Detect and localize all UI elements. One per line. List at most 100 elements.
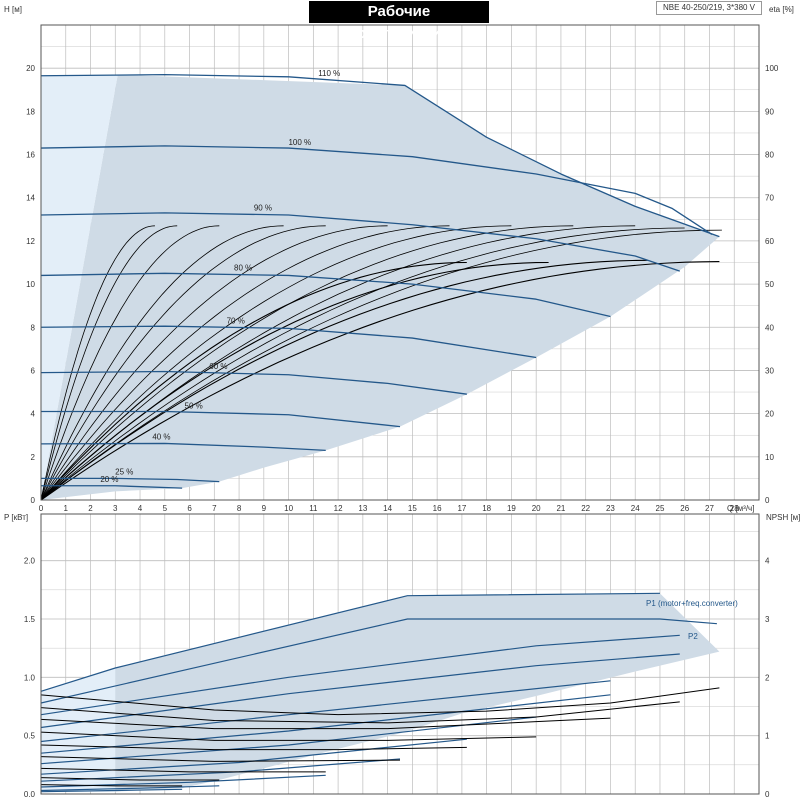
p2-series-label: P2 [688, 632, 698, 641]
flow-tick-27: 27 [705, 504, 714, 513]
p2-curve-0 [40, 687, 720, 716]
npsh-axis-label: NPSH [м] [766, 513, 800, 522]
p2-curve-1 [40, 701, 680, 724]
head-curve-7 [40, 442, 326, 451]
speed-label-2: 90 % [254, 204, 272, 213]
flow-tick-20: 20 [532, 504, 541, 513]
flow-axis-label: Q [м³/ч] [727, 504, 754, 513]
power-tick-0.5: 0.5 [24, 732, 36, 741]
flow-tick-16: 16 [433, 504, 442, 513]
efficiency-tick-70: 70 [765, 194, 774, 203]
head-tick-12: 12 [26, 237, 35, 246]
head-curves [40, 74, 720, 489]
speed-label-3: 80 % [234, 264, 252, 273]
head-curve-1 [40, 145, 713, 235]
efficiency-tick-80: 80 [765, 151, 774, 160]
flow-tick-22: 22 [581, 504, 590, 513]
head-curve-5 [40, 370, 467, 395]
p1-curve-10 [40, 785, 220, 792]
flow-tick-18: 18 [482, 504, 491, 513]
flow-tick-10: 10 [284, 504, 293, 513]
flow-tick-28: 28 [730, 504, 739, 513]
p2-curve-6 [40, 767, 326, 773]
speed-label-7: 40 % [152, 432, 170, 441]
power-tick-1: 1.0 [24, 673, 36, 682]
p2-power-curves [40, 687, 720, 787]
head-curve-3 [40, 272, 611, 318]
p2-curve-4 [40, 744, 467, 751]
npsh-tick-0: 0 [765, 790, 770, 799]
head-tick-18: 18 [26, 107, 35, 116]
speed-label-9: 20 % [100, 475, 118, 484]
power-npsh-plot: 0.0 0.5 1.0 1.5 2.0 0 1 2 3 4 P [кВт] NPSH [м] P1… [4, 513, 800, 799]
efficiency-tick-60: 60 [765, 237, 774, 246]
efficiency-tick-100: 100 [765, 64, 779, 73]
speed-label-6: 50 % [185, 401, 203, 410]
p2-curve-8 [40, 784, 183, 787]
flow-tick-11: 11 [309, 504, 318, 513]
p1-series-label: P1 (motor+freq.converter) [646, 599, 738, 608]
head-tick-8: 8 [31, 323, 36, 332]
efficiency-tick-20: 20 [765, 410, 774, 419]
head-tick-16: 16 [26, 151, 35, 160]
chart-title: Рабочие характеристики [309, 1, 489, 42]
p1-curve-2 [40, 634, 680, 716]
efficiency-curve-14 [40, 259, 648, 501]
flow-tick-7: 7 [212, 504, 217, 513]
efficiency-curve-1 [40, 225, 178, 501]
efficiency-curve-5 [40, 225, 388, 501]
efficiency-curves [40, 225, 722, 501]
head-tick-20: 20 [26, 64, 35, 73]
head-curve-9 [41, 485, 183, 489]
head-curve-4 [40, 325, 537, 359]
npsh-tick-2: 2 [765, 673, 770, 682]
efficiency-curve-0 [40, 225, 155, 501]
speed-label-1: 100 % [288, 138, 311, 147]
pump-model-label: NBE 40-250/219, 3*380 V [656, 1, 762, 15]
efficiency-curve-13 [40, 261, 549, 501]
efficiency-tick-10: 10 [765, 453, 774, 462]
flow-tick-14: 14 [383, 504, 392, 513]
efficiency-curve-4 [40, 225, 326, 501]
flow-tick-17: 17 [457, 504, 466, 513]
power-plot-border [40, 513, 760, 795]
head-plot-border [40, 24, 760, 501]
speed-labels: 110 % 100 % 90 % 80 % 70 % 60 % 50 % 40 % 25 %20… [100, 69, 340, 484]
power-axis-label: P [кВт] [4, 513, 28, 522]
p1-curve-0 [40, 592, 660, 692]
efficiency-curve-7 [40, 225, 512, 501]
p1-curve-3 [40, 653, 680, 729]
flow-tick-0: 0 [39, 504, 44, 513]
head-curve-0 [40, 74, 720, 238]
efficiency-tick-40: 40 [765, 323, 774, 332]
p1-curve-1 [40, 618, 717, 704]
speed-label-0: 110 % [318, 69, 340, 78]
head-curve-8 [41, 477, 220, 483]
p1-curve-11 [40, 788, 183, 793]
flow-tick-3: 3 [113, 504, 118, 513]
efficiency-curve-6 [40, 225, 450, 501]
efficiency-curve-11 [40, 229, 722, 501]
flow-tick-6: 6 [187, 504, 192, 513]
flow-tick-8: 8 [237, 504, 242, 513]
head-envelope-area [41, 74, 720, 500]
head-tick-2: 2 [31, 453, 36, 462]
speed-label-8: 25 % [115, 468, 133, 477]
p2-curve-5 [40, 756, 401, 762]
head-curve-6 [41, 410, 401, 428]
power-tick-0: 0.0 [24, 790, 36, 799]
flow-tick-26: 26 [680, 504, 689, 513]
head-tick-14: 14 [26, 194, 35, 203]
flow-tick-2: 2 [88, 504, 93, 513]
flow-tick-12: 12 [334, 504, 343, 513]
p1-curve-5 [40, 694, 611, 754]
efficiency-tick-30: 30 [765, 366, 774, 375]
p2-curve-3 [40, 731, 537, 741]
efficiency-tick-90: 90 [765, 107, 774, 116]
head-tick-6: 6 [31, 366, 36, 375]
efficiency-curve-15 [40, 261, 720, 501]
p2-curve-2 [40, 717, 611, 730]
npsh-tick-1: 1 [765, 732, 770, 741]
p1-power-curves [40, 592, 717, 793]
